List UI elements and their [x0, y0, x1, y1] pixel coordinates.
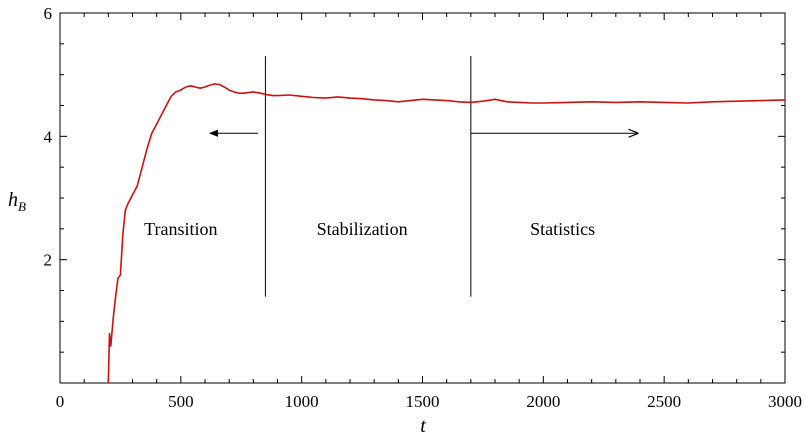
annotations: Transition Stabilization Statistics	[144, 219, 595, 239]
series-line	[107, 83, 786, 384]
y-axis-label: hB	[8, 189, 26, 214]
y-axis-label-subscript: B	[18, 199, 26, 214]
x-tick-label: 2500	[647, 392, 681, 411]
y-tick-label: 6	[44, 4, 53, 23]
x-tick-label: 1500	[406, 392, 440, 411]
phase-annotation: Transition	[144, 219, 217, 239]
y-axis: 2 4 6	[44, 4, 785, 353]
x-tick-label: 2000	[526, 392, 560, 411]
x-tick-label: 0	[56, 392, 65, 411]
x-axis-label: t	[420, 415, 426, 436]
plot-frame	[59, 12, 786, 384]
y-tick-label: 2	[44, 251, 53, 270]
x-tick-label: 500	[168, 392, 194, 411]
x-axis: 0 500 1000 1500 2000 2500 3000	[56, 13, 802, 411]
phase-annotation: Stabilization	[317, 219, 408, 239]
y-axis-label-main: h	[8, 189, 18, 211]
x-tick-label: 3000	[768, 392, 802, 411]
x-tick-label: 1000	[285, 392, 319, 411]
phase-annotation: Statistics	[530, 219, 595, 239]
phase-boundaries	[264, 56, 472, 297]
y-tick-label: 4	[44, 127, 53, 146]
